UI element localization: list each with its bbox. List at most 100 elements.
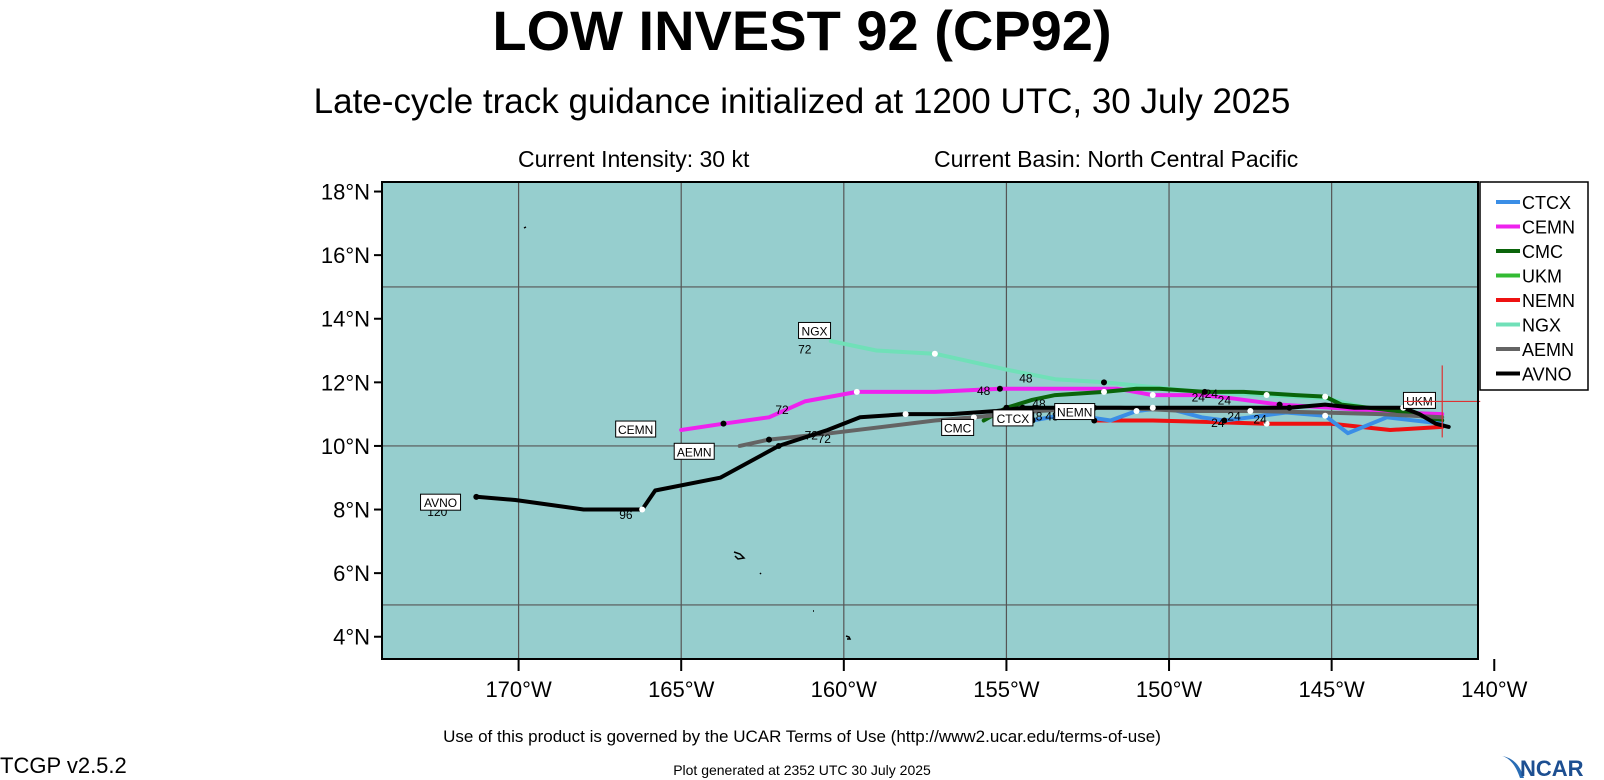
island	[845, 635, 852, 640]
lon-tick-label: 165°W	[648, 677, 715, 702]
legend-label-ukm: UKM	[1522, 267, 1562, 287]
hour-label: 72	[775, 403, 789, 417]
hour-label: 24	[1253, 413, 1267, 427]
legend-label-cemn: CEMN	[1522, 218, 1575, 238]
map-frame	[381, 181, 1479, 660]
island	[733, 551, 746, 560]
hour-label: 24	[1227, 410, 1241, 424]
forecast-dot	[766, 436, 773, 443]
forecast-dot	[970, 414, 977, 421]
tag-box-ctcx	[992, 409, 1034, 427]
legend: CTCX CEMN CMC UKM NEMN NGX AEMN AVNO	[1479, 181, 1589, 391]
lon-tick-label: 145°W	[1299, 677, 1366, 702]
lat-tick-label: 10°N	[321, 434, 370, 459]
lon-tick-label: 170°W	[485, 677, 552, 702]
hour-label: 72	[798, 343, 812, 357]
tag-label-ctcx: CTCX	[997, 412, 1030, 426]
hour-label: 48	[1032, 397, 1046, 411]
hour-label: 48	[1019, 371, 1033, 385]
current-intensity: Current Intensity: 30 kt	[518, 146, 750, 172]
forecast-dot	[473, 493, 480, 500]
current-position-marker	[1404, 365, 1481, 438]
version-label: TCGP v2.5.2	[0, 753, 127, 778]
chart-title: LOW INVEST 92 (CP92)	[492, 0, 1112, 62]
lat-tick-label: 8°N	[333, 498, 370, 523]
forecast-dot	[1100, 388, 1107, 395]
forecast-dot	[639, 506, 646, 513]
tag-box-cmc	[941, 418, 975, 436]
model-tracks	[473, 339, 1451, 513]
lat-tick-label: 4°N	[333, 625, 370, 650]
tag-label-ngx: NGX	[802, 324, 828, 338]
tag-box-ukm	[1402, 391, 1436, 409]
forecast-dot	[1149, 404, 1156, 411]
forecast-dot	[1322, 412, 1329, 419]
forecast-dot	[1100, 379, 1107, 386]
lon-tick-label: 155°W	[973, 677, 1040, 702]
forecast-dot	[931, 350, 938, 357]
forecast-dot	[775, 442, 782, 449]
tag-label-nemn: NEMN	[1057, 406, 1092, 420]
forecast-dot	[1149, 392, 1156, 399]
forecast-dot	[1133, 407, 1140, 414]
tag-box-cemn	[615, 420, 657, 438]
lat-tick-label: 6°N	[333, 561, 370, 586]
island	[523, 226, 527, 229]
forecast-dot	[853, 388, 860, 395]
tag-label-cemn: CEMN	[618, 423, 653, 437]
chart-subtitle: Late-cycle track guidance initialized at…	[313, 82, 1291, 121]
forecast-dot	[1019, 404, 1026, 411]
lat-tick-label: 18°N	[321, 180, 370, 205]
forecast-dot	[1276, 401, 1283, 408]
tag-box-ngx	[798, 321, 832, 339]
tag-label-cmc: CMC	[944, 421, 972, 435]
hour-label: 24	[1211, 416, 1225, 430]
tag-box-nemn	[1054, 403, 1096, 421]
tag-box-avno	[420, 493, 462, 511]
lon-tick-label: 150°W	[1136, 677, 1203, 702]
legend-box	[1479, 181, 1589, 391]
hour-label: 48	[977, 384, 991, 398]
legend-label-ctcx: CTCX	[1522, 193, 1571, 213]
generated-timestamp: Plot generated at 2352 UTC 30 July 2025	[673, 762, 931, 778]
terms-of-use: Use of this product is governed by the U…	[443, 727, 1161, 746]
legend-label-cmc: CMC	[1522, 242, 1563, 262]
lon-tick-label: 140°W	[1461, 677, 1528, 702]
forecast-dot	[1286, 404, 1293, 411]
forecast-dot	[1201, 388, 1208, 395]
map-grid	[382, 182, 1478, 659]
hour-label: 72	[818, 432, 832, 446]
current-basin: Current Basin: North Central Pacific	[934, 146, 1299, 172]
legend-label-avno: AVNO	[1522, 365, 1572, 385]
tag-label-avno: AVNO	[424, 496, 457, 510]
legend-label-nemn: NEMN	[1522, 291, 1575, 311]
lon-tick-label: 160°W	[811, 677, 878, 702]
island	[759, 572, 762, 575]
legend-label-ngx: NGX	[1522, 316, 1561, 336]
hour-label: 72	[805, 429, 819, 443]
forecast-dot	[1003, 404, 1010, 411]
forecast-dot	[902, 411, 909, 418]
islands	[523, 226, 852, 640]
forecast-dot	[1247, 407, 1254, 414]
track-cmc	[981, 386, 1445, 423]
longitude-axis: 170°W 165°W 160°W 155°W 150°W 145°W 140°W	[485, 659, 1528, 702]
lat-tick-label: 12°N	[321, 370, 370, 395]
ncar-logo: NCAR	[1502, 756, 1584, 780]
forecast-dot	[1263, 392, 1270, 399]
forecast-dot	[996, 385, 1003, 392]
latitude-axis: 4°N 6°N 8°N 10°N 12°N 14°N 16°N 18°N	[321, 180, 382, 650]
forecast-dot	[1322, 393, 1329, 400]
forecast-dot	[1263, 420, 1270, 427]
tag-box-aemn	[673, 442, 715, 460]
hour-label: 24	[1205, 387, 1219, 401]
hour-label: 96	[619, 508, 633, 522]
ncar-logo-text: NCAR	[1520, 756, 1584, 780]
hour-label: 24	[1192, 390, 1206, 404]
legend-label-aemn: AEMN	[1522, 340, 1574, 360]
ncar-logo-swoosh	[1502, 756, 1524, 778]
lat-tick-label: 16°N	[321, 243, 370, 268]
forecast-dot	[1221, 417, 1228, 424]
